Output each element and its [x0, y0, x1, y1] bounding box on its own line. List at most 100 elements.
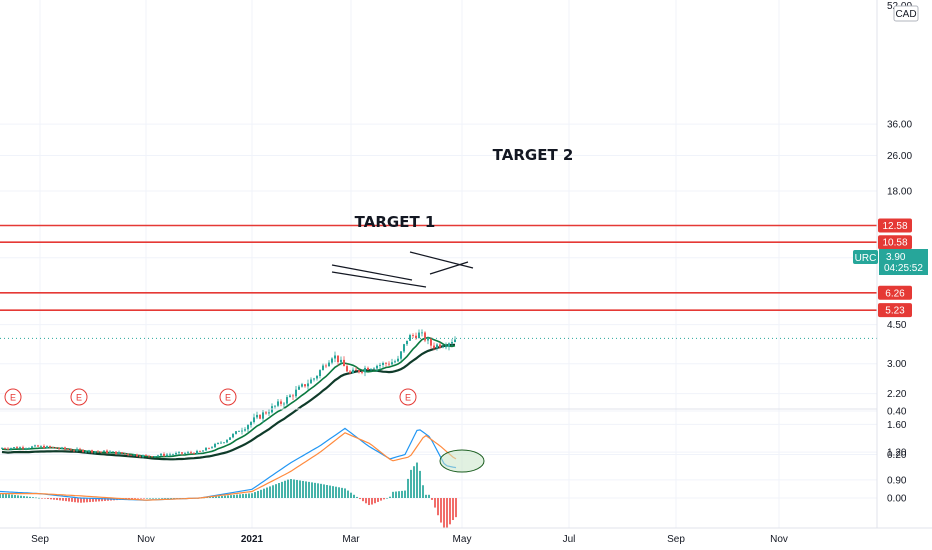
histogram-bar	[59, 498, 61, 501]
candle	[352, 367, 354, 374]
price-axis[interactable]: 36.0026.0018.009.004.503.002.201.601.200…	[853, 0, 932, 528]
candle	[292, 393, 294, 401]
price-tick-label: 36.00	[887, 120, 912, 131]
trendline-upper-1	[331, 264, 413, 281]
candle	[19, 446, 21, 449]
histogram-bar	[434, 498, 436, 508]
candle	[376, 364, 378, 372]
histogram-bar	[329, 485, 331, 498]
candle	[55, 447, 57, 449]
earnings-marker[interactable]: E	[219, 388, 237, 406]
candle	[208, 447, 210, 450]
histogram-bar	[35, 497, 37, 499]
time-tick-label: Nov	[137, 534, 155, 545]
histogram-bar	[221, 495, 223, 498]
histogram-bar	[398, 491, 400, 498]
target-1-label[interactable]: TARGET 1	[355, 213, 436, 231]
highlight-ellipse[interactable]	[439, 449, 485, 473]
target-price-lines[interactable]	[0, 224, 877, 311]
candle	[391, 358, 393, 365]
candle	[424, 331, 426, 343]
candle	[247, 424, 249, 433]
symbol-label: URC	[855, 253, 877, 264]
candle	[91, 449, 93, 454]
histogram-bar	[173, 498, 175, 499]
earnings-marker[interactable]: E	[4, 388, 22, 406]
candle	[361, 371, 363, 375]
candle	[430, 337, 432, 349]
histogram-bar	[140, 498, 142, 499]
histogram-bar	[452, 498, 454, 521]
candle	[205, 447, 207, 451]
histogram-bar	[368, 498, 370, 506]
candle	[181, 452, 183, 456]
candle	[1, 447, 3, 449]
candle	[100, 451, 102, 454]
histogram-bar	[335, 486, 337, 498]
histogram-bar	[89, 498, 91, 503]
price-tick-label: 26.00	[887, 151, 912, 162]
histogram-bar	[146, 498, 148, 499]
svg-text:E: E	[76, 393, 82, 403]
histogram-bar	[80, 498, 82, 503]
candle	[196, 449, 198, 455]
currency-badge[interactable]: CAD	[893, 5, 919, 22]
trendline-drawings[interactable]	[331, 251, 474, 288]
candle	[154, 456, 156, 458]
time-axis[interactable]: Sep Nov 2021 Mar May Jul Sep Nov	[0, 527, 932, 550]
candle	[166, 453, 168, 458]
histogram-bar	[131, 498, 133, 500]
histogram-bar	[212, 496, 214, 498]
price-level-tag	[878, 218, 912, 233]
candle	[112, 451, 114, 453]
trendline-lower-2	[429, 261, 469, 275]
histogram-bar	[0, 493, 1, 498]
candle	[307, 379, 309, 390]
candle	[454, 336, 456, 343]
candle	[58, 447, 60, 450]
candle	[400, 351, 402, 361]
earnings-markers[interactable]: E E E E	[4, 388, 417, 406]
candle	[160, 452, 162, 457]
histogram-bar	[104, 498, 106, 501]
histogram-bar	[23, 496, 25, 498]
histogram-bar	[389, 496, 391, 498]
histogram-bar	[260, 489, 262, 498]
histogram-bar	[284, 480, 286, 498]
symbol-price-tag[interactable]: URC 3.90 04:25:52	[853, 249, 928, 275]
candle	[367, 366, 369, 371]
candle	[157, 454, 159, 457]
candle	[172, 453, 174, 456]
candle	[448, 342, 450, 351]
time-tick-label: Jul	[563, 534, 576, 545]
candle	[214, 442, 216, 448]
candle	[451, 339, 453, 346]
candle	[295, 386, 297, 399]
candle	[202, 450, 204, 452]
earnings-marker[interactable]: E	[70, 388, 88, 406]
candle	[187, 450, 189, 454]
candle	[61, 446, 63, 450]
candle	[118, 450, 120, 455]
histogram-bar	[356, 496, 358, 498]
histogram-bar	[101, 498, 103, 502]
earnings-marker[interactable]: E	[399, 388, 417, 406]
candle	[235, 431, 237, 435]
candle	[163, 452, 165, 458]
histogram-bar	[26, 496, 28, 498]
trendline-lower-1	[331, 271, 427, 288]
candle	[64, 446, 66, 451]
candle	[325, 363, 327, 369]
candle	[40, 445, 42, 448]
histogram-bar	[374, 498, 376, 504]
target-2-label[interactable]: TARGET 2	[493, 146, 574, 164]
candle	[445, 342, 447, 350]
histogram-bar	[2, 493, 4, 498]
candle	[7, 447, 9, 451]
candle	[331, 357, 333, 365]
histogram-bar	[290, 479, 292, 498]
histogram-bar	[11, 494, 13, 498]
histogram-bar	[317, 483, 319, 498]
candle	[340, 356, 342, 366]
